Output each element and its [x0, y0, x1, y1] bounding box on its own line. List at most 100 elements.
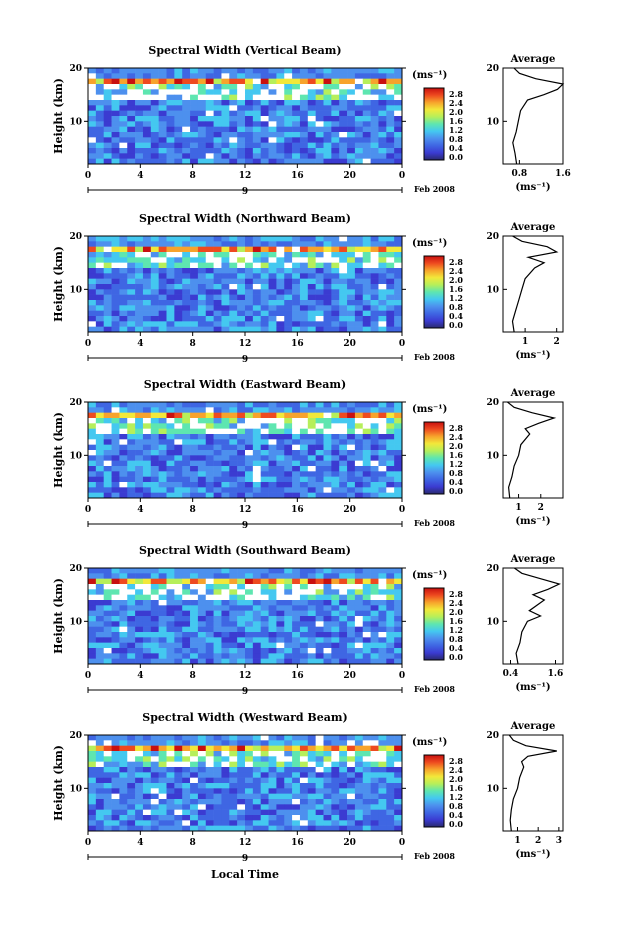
heatmap-cell — [229, 626, 238, 633]
heatmap-cell — [362, 289, 371, 295]
heatmap-cell — [323, 648, 332, 654]
heatmap-cell — [260, 316, 269, 322]
heatmap-cell — [111, 326, 120, 333]
heatmap-cell — [331, 423, 340, 429]
heatmap-cell — [229, 121, 238, 127]
heatmap-cell — [150, 589, 159, 595]
heatmap-cell — [119, 740, 128, 746]
heatmap-cell — [323, 573, 332, 579]
heatmap-cell — [142, 815, 152, 821]
heatmap-cell — [347, 268, 356, 274]
heatmap-cell — [197, 466, 207, 472]
heatmap-cell — [307, 767, 316, 773]
heatmap-cell — [347, 772, 356, 778]
heatmap-cell — [103, 621, 112, 627]
heatmap-cell — [339, 799, 348, 805]
heatmap-cell — [245, 578, 254, 585]
heatmap-cell — [394, 241, 403, 247]
heatmap-cell — [237, 110, 246, 117]
heatmap-cell — [394, 745, 403, 752]
heatmap-cell — [245, 648, 254, 654]
heatmap-cell — [95, 460, 104, 467]
heatmap-cell — [299, 428, 309, 435]
heatmap-cell — [119, 761, 128, 768]
heatmap-cell — [362, 756, 371, 762]
heatmap-cell — [190, 820, 199, 826]
heatmap-cell — [260, 482, 269, 488]
heatmap-cell — [127, 589, 136, 595]
heatmap-cell — [111, 809, 120, 816]
heatmap-cell — [95, 777, 104, 784]
heatmap-cell — [95, 321, 104, 327]
heatmap-cell — [135, 423, 144, 429]
heatmap-cell — [190, 428, 199, 435]
heatmap-cell — [142, 594, 152, 601]
heatmap-cell — [103, 257, 112, 263]
heatmap-cell — [284, 268, 293, 274]
heatmap-cell — [229, 310, 238, 317]
colorbar-tick-label: 1.2 — [449, 459, 463, 469]
heatmap-cell — [103, 450, 112, 456]
heatmap-cell — [127, 73, 136, 79]
heatmap-cell — [221, 121, 230, 127]
heatmap-cell — [339, 126, 348, 133]
heatmap-cell — [378, 460, 387, 467]
heatmap-cell — [190, 600, 199, 606]
heatmap-cell — [119, 148, 128, 154]
heatmap-cell — [119, 278, 128, 285]
heatmap-cell — [111, 825, 120, 832]
heatmap-cell — [142, 294, 152, 301]
heatmap-cell — [158, 616, 167, 622]
heatmap-cell — [307, 262, 316, 269]
heatmap-cell — [150, 460, 159, 467]
heatmap-cell — [315, 815, 324, 821]
heatmap-cell — [347, 246, 356, 253]
heatmap-cell — [142, 455, 152, 461]
heatmap-cell — [245, 761, 254, 768]
heatmap-cell — [88, 825, 97, 832]
heatmap-cell — [229, 653, 238, 659]
heatmap-cell — [213, 246, 222, 253]
heatmap-cell — [339, 444, 348, 451]
heatmap-cell — [268, 94, 277, 101]
heatmap-cell — [331, 100, 340, 106]
heatmap-cell — [95, 126, 104, 133]
heatmap-cell — [245, 305, 254, 311]
heatmap-cell — [370, 105, 379, 111]
heatmap-cell — [347, 289, 356, 295]
heatmap-cell — [190, 126, 199, 133]
colorbar-unit: (ms⁻¹) — [412, 570, 447, 581]
heatmap-cell — [95, 621, 104, 627]
heatmap-cell — [166, 793, 175, 800]
heatmap-cell — [260, 616, 269, 622]
heatmap-cell — [323, 241, 332, 247]
heatmap-cell — [205, 772, 214, 778]
heatmap-cell — [229, 815, 238, 821]
heatmap-cell — [88, 573, 97, 579]
heatmap-plot — [88, 735, 403, 832]
heatmap-cell — [323, 745, 332, 752]
heatmap-cell — [135, 600, 144, 606]
heatmap-cell — [292, 137, 301, 143]
heatmap-cell — [197, 236, 207, 242]
heatmap-cell — [205, 455, 214, 461]
heatmap-cell — [190, 236, 199, 242]
heatmap-cell — [394, 89, 403, 95]
heatmap-cell — [88, 804, 97, 810]
heatmap-cell — [237, 825, 246, 832]
heatmap-cell — [135, 289, 144, 295]
heatmap-cell — [95, 751, 104, 757]
heatmap-cell — [213, 460, 222, 467]
heatmap-cell — [127, 820, 136, 826]
heatmap-cell — [111, 142, 120, 149]
heatmap-cell — [221, 589, 230, 595]
heatmap-cell — [221, 578, 230, 585]
heatmap-cell — [127, 573, 136, 579]
heatmap-cell — [88, 799, 97, 805]
x-tick-label: 4 — [137, 339, 143, 349]
heatmap-cell — [354, 294, 364, 301]
heatmap-cell — [190, 158, 199, 165]
heatmap-cell — [237, 268, 246, 274]
heatmap-cell — [315, 236, 324, 242]
heatmap-cell — [394, 616, 403, 622]
